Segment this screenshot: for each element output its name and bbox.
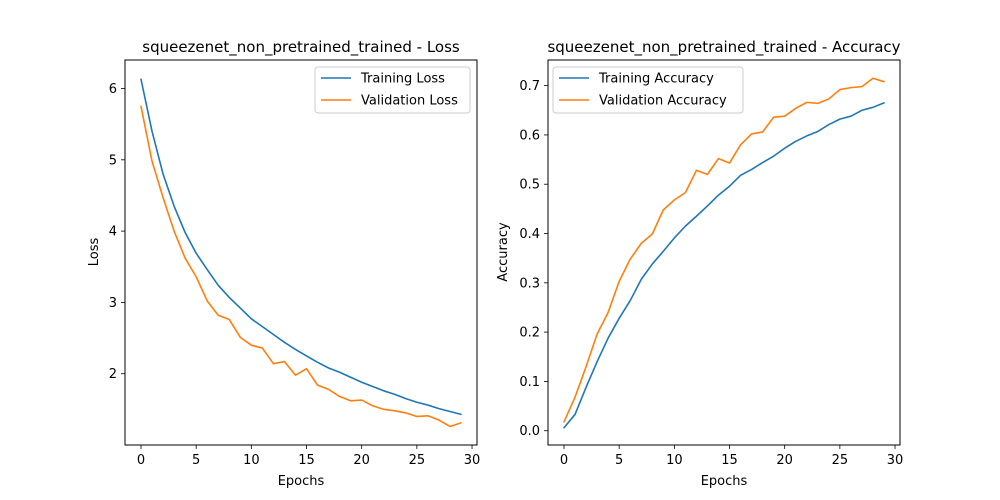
series-line-validation-loss (140, 105, 462, 428)
series-line-training-loss (140, 78, 462, 416)
loss-legend-box (314, 66, 471, 114)
loss-series (140, 78, 462, 428)
loss-y-tick-label: 2 (109, 367, 117, 382)
accuracy-y-tick-label: 0.2 (519, 326, 540, 341)
series-line-validation-accuracy (563, 77, 885, 423)
accuracy-y-ticks: 0.0 0.1 0.2 0.3 0.4 0.5 0.6 0.7 (519, 79, 548, 439)
loss-x-tick-label: 20 (353, 453, 370, 468)
loss-x-tick-label: 15 (298, 453, 315, 468)
accuracy-y-tick-label: 0.7 (519, 79, 540, 94)
loss-x-tick-label: 10 (243, 453, 260, 468)
accuracy-legend-box (552, 66, 744, 114)
loss-plot-area (124, 59, 478, 446)
loss-x-axis-label: Epochs (278, 474, 325, 489)
accuracy-y-axis-label: Accuracy (496, 222, 511, 282)
accuracy-x-tick-label: 15 (721, 453, 738, 468)
loss-x-tick-label: 25 (409, 453, 426, 468)
accuracy-legend: Training Accuracy Validation Accuracy (552, 66, 744, 114)
loss-chart: squeezenet_non_pretrained_trained - Loss… (87, 38, 480, 489)
loss-y-tick-label: 6 (109, 82, 117, 97)
loss-y-axis-label: Loss (87, 238, 102, 267)
accuracy-x-tick-label: 20 (776, 453, 793, 468)
loss-legend: Training Loss Validation Loss (314, 66, 471, 114)
loss-x-ticks: 0 5 10 15 20 25 30 (137, 445, 480, 468)
accuracy-y-tick-label: 0.3 (519, 276, 540, 291)
accuracy-chart: squeezenet_non_pretrained_trained - Accu… (496, 38, 903, 489)
legend-label-training-accuracy: Training Accuracy (598, 72, 714, 87)
legend-label-validation-accuracy: Validation Accuracy (599, 94, 727, 109)
accuracy-x-axis-label: Epochs (701, 474, 748, 489)
loss-x-tick-label: 5 (192, 453, 200, 468)
accuracy-series (563, 77, 885, 429)
loss-y-tick-label: 4 (109, 225, 117, 240)
accuracy-x-tick-label: 30 (887, 453, 904, 468)
loss-y-ticks: 2 3 4 5 6 (109, 82, 125, 382)
accuracy-x-tick-label: 5 (615, 453, 623, 468)
accuracy-x-ticks: 0 5 10 15 20 25 30 (560, 445, 903, 468)
legend-label-validation-loss: Validation Loss (361, 94, 458, 109)
accuracy-y-tick-label: 0.4 (519, 227, 540, 242)
loss-x-tick-label: 30 (464, 453, 481, 468)
loss-y-tick-label: 5 (109, 153, 117, 168)
accuracy-chart-title: squeezenet_non_pretrained_trained - Accu… (547, 38, 900, 57)
accuracy-x-tick-label: 0 (560, 453, 568, 468)
loss-x-tick-label: 0 (137, 453, 145, 468)
accuracy-y-tick-label: 0.0 (519, 424, 540, 439)
series-line-training-accuracy (563, 102, 885, 429)
accuracy-x-tick-label: 25 (832, 453, 849, 468)
accuracy-plot-area (547, 59, 901, 446)
legend-label-training-loss: Training Loss (360, 72, 445, 87)
accuracy-y-tick-label: 0.6 (519, 128, 540, 143)
accuracy-y-tick-label: 0.5 (519, 178, 540, 193)
loss-chart-title: squeezenet_non_pretrained_trained - Loss (142, 38, 460, 57)
accuracy-x-tick-label: 10 (666, 453, 683, 468)
accuracy-y-tick-label: 0.1 (519, 375, 540, 390)
loss-y-tick-label: 3 (109, 296, 117, 311)
